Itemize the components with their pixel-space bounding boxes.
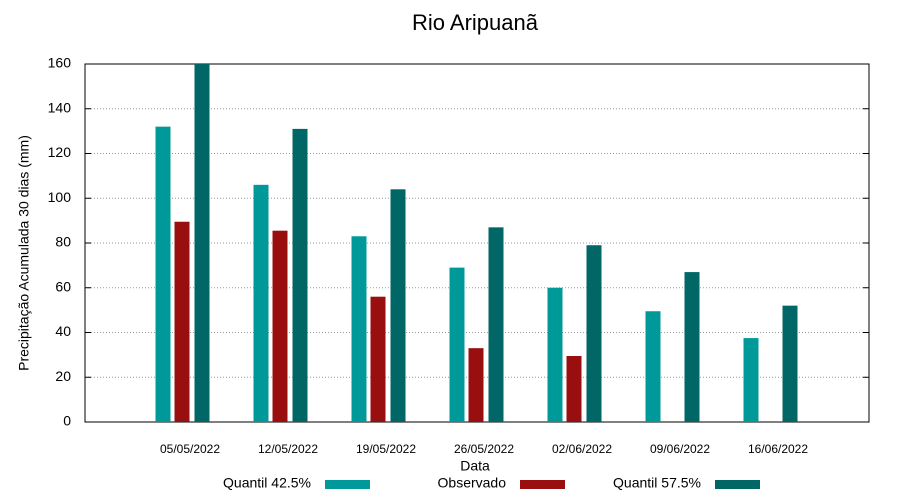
bar <box>645 311 661 422</box>
bar <box>684 272 700 422</box>
y-tick-label: 20 <box>55 368 71 384</box>
bar <box>468 348 484 422</box>
bar <box>194 64 210 422</box>
chart-title: Rio Aripuanã <box>412 10 539 35</box>
legend-label: Observado <box>438 475 507 491</box>
x-tick-label: 16/06/2022 <box>748 442 808 456</box>
bar <box>743 338 759 422</box>
y-tick-label: 80 <box>55 234 71 250</box>
y-tick-label: 160 <box>48 55 72 71</box>
x-tick-label: 12/05/2022 <box>258 442 318 456</box>
bar <box>174 221 190 422</box>
legend-label: Quantil 57.5% <box>613 475 701 491</box>
bar <box>566 355 582 422</box>
bar <box>390 189 406 422</box>
y-tick-label: 40 <box>55 323 71 339</box>
bar <box>292 128 308 422</box>
y-tick-label: 140 <box>48 99 72 115</box>
bar <box>782 305 798 422</box>
x-tick-label: 26/05/2022 <box>454 442 514 456</box>
bar <box>547 287 563 422</box>
legend-swatch <box>325 480 370 489</box>
y-axis-title: Precipitação Acumulada 30 dias (mm) <box>16 135 32 371</box>
bar <box>488 227 504 422</box>
x-tick-label: 19/05/2022 <box>356 442 416 456</box>
legend-swatch <box>520 480 565 489</box>
y-tick-label: 120 <box>48 144 72 160</box>
x-tick-label: 05/05/2022 <box>160 442 220 456</box>
bar <box>351 236 367 422</box>
bar <box>449 267 465 422</box>
x-axis-title: Data <box>460 458 490 474</box>
x-tick-label: 02/06/2022 <box>552 442 612 456</box>
x-tick-label: 09/06/2022 <box>650 442 710 456</box>
y-tick-label: 100 <box>48 189 72 205</box>
legend-swatch <box>715 480 760 489</box>
bar <box>155 126 171 423</box>
bar <box>272 230 288 422</box>
bar <box>586 245 602 422</box>
bar <box>370 296 386 422</box>
y-tick-label: 60 <box>55 278 71 294</box>
legend-label: Quantil 42.5% <box>223 475 311 491</box>
y-tick-label: 0 <box>63 413 71 429</box>
bar <box>253 184 269 422</box>
